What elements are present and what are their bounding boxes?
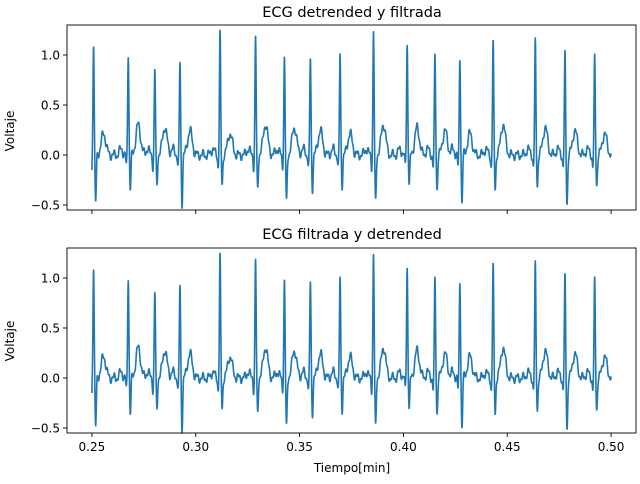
ecg-series-line [91, 29, 612, 209]
chart-panel-top: ECG detrended y filtrada Voltaje −0.5 0.0… [3, 5, 637, 214]
x-axis-ticks [91, 210, 612, 214]
chart-title: ECG filtrada y detrended [262, 227, 442, 243]
y-tick-label: 1.0 [41, 272, 60, 286]
y-axis-ticks: −0.5 0.0 0.5 1.0 [31, 49, 67, 213]
x-tick-label: 0.35 [286, 440, 313, 454]
y-tick-label: 0.5 [41, 99, 60, 113]
plot-frame [66, 247, 637, 434]
x-tick-label: 0.50 [598, 440, 625, 454]
chart-title: ECG detrended y filtrada [262, 5, 442, 21]
y-tick-label: 0.0 [41, 372, 60, 386]
x-tick-label: 0.30 [182, 440, 209, 454]
plot-frame [66, 24, 637, 211]
y-tick-label: −0.5 [31, 422, 60, 436]
x-tick-label: 0.45 [494, 440, 521, 454]
y-axis-ticks: −0.5 0.0 0.5 1.0 [31, 272, 67, 436]
x-tick-label: 0.25 [79, 440, 106, 454]
chart-panel-bottom: ECG filtrada y detrended Voltaje −0.5 0.0… [3, 227, 637, 475]
y-tick-label: 0.0 [41, 149, 60, 163]
y-axis-label: Voltaje [3, 321, 17, 362]
x-axis-ticks: 0.25 0.30 0.35 0.40 0.45 0.50 [79, 433, 625, 454]
y-tick-label: 0.5 [41, 322, 60, 336]
ecg-series-line [91, 252, 612, 434]
x-tick-label: 0.40 [390, 440, 417, 454]
y-tick-label: 1.0 [41, 49, 60, 63]
y-tick-label: −0.5 [31, 199, 60, 213]
y-axis-label: Voltaje [3, 111, 17, 152]
x-axis-label: Tiempo[min] [313, 461, 390, 475]
